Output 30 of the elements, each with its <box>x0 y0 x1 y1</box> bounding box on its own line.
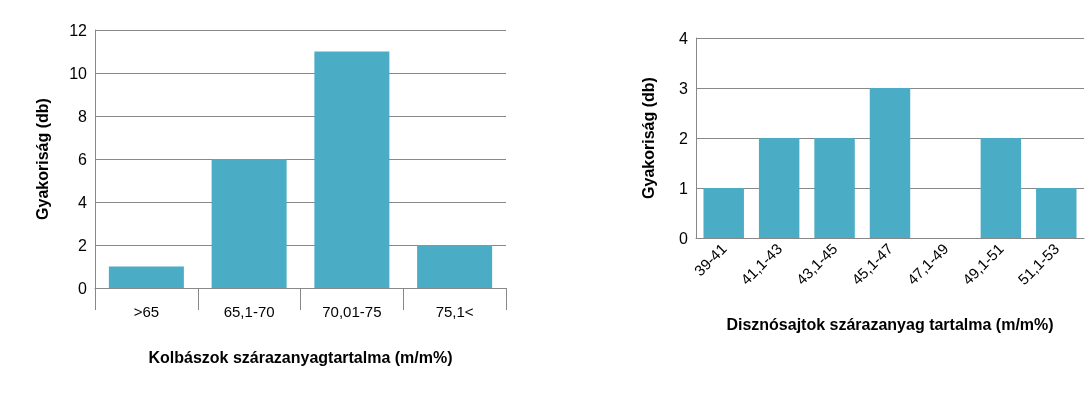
bar <box>980 138 1022 238</box>
y-tick-label: 4 <box>679 29 689 47</box>
y-tick-label: 3 <box>679 79 689 97</box>
y-tick-label: 6 <box>78 150 88 168</box>
y-tick-label: 4 <box>78 193 88 211</box>
x-tick-label: >65 <box>133 303 160 320</box>
y-tick-label: 10 <box>69 64 88 82</box>
x-tick-label: 65,1-70 <box>223 303 275 320</box>
y-tick-label: 2 <box>679 129 689 147</box>
bar <box>814 138 855 238</box>
x-tick-label: 70,01-75 <box>322 303 382 320</box>
bar <box>758 138 800 238</box>
y-axis-title: Gyakoriság (db) <box>33 98 51 220</box>
bar <box>211 159 287 288</box>
x-axis-title: Kolbászok szárazanyagtartalma (m/m%) <box>148 348 453 366</box>
y-tick-label: 0 <box>78 279 88 297</box>
y-tick-label: 8 <box>78 107 88 125</box>
x-axis-title: Disznósajtok szárazanyag tartalma (m/m%) <box>726 315 1054 333</box>
bar <box>314 51 390 288</box>
y-tick-label: 0 <box>679 229 689 247</box>
bar <box>108 266 184 288</box>
y-tick-label: 1 <box>679 179 689 197</box>
bar <box>703 188 744 238</box>
y-tick-label: 2 <box>78 236 88 254</box>
bar <box>1036 188 1077 238</box>
bar <box>417 245 493 288</box>
y-tick-label: 12 <box>69 21 88 39</box>
x-tick-label: 75,1< <box>435 303 474 320</box>
y-axis-title: Gyakoriság (db) <box>639 77 657 199</box>
bar <box>869 88 911 238</box>
